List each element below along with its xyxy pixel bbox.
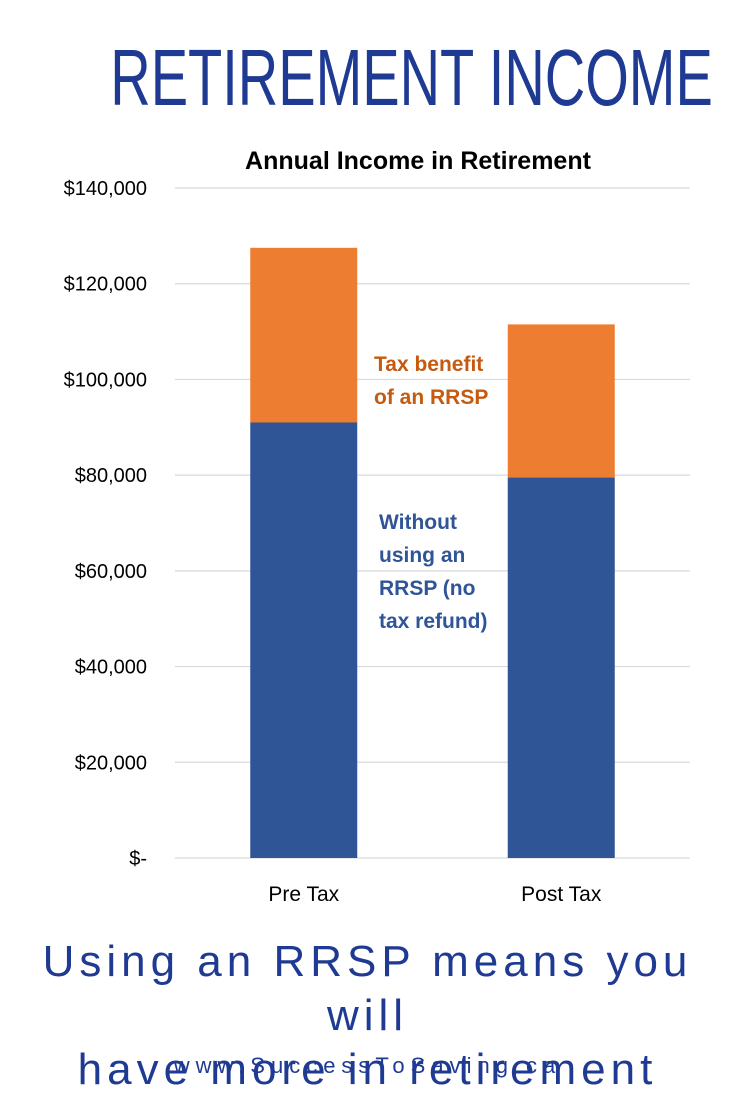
x-axis-tick-labels: Pre Tax Post Tax	[268, 883, 601, 906]
bar-without-rrsp	[250, 422, 358, 858]
annotation-without-rrsp-line: using an	[379, 544, 465, 567]
annotation-without-rrsp-line: RRSP (no	[379, 577, 475, 600]
y-tick-label: $20,000	[75, 752, 147, 774]
x-tick-label: Post Tax	[521, 883, 602, 906]
annotations: Tax benefit of an RRSP Without using an RRSP…	[374, 353, 488, 633]
y-tick-label: $80,000	[75, 465, 147, 487]
y-tick-label: $60,000	[75, 561, 147, 583]
tagline-line-1: Using an RRSP means you will	[42, 937, 693, 1040]
bar-tax-benefit	[507, 324, 615, 478]
annotation-tax-benefit-line: Tax benefit	[374, 353, 483, 376]
annotation-tax-benefit-line: of an RRSP	[374, 386, 488, 409]
page-headline: RETIREMENT INCOME	[110, 33, 713, 122]
website-url: www.SuccessToSaving.ca	[173, 1053, 562, 1078]
y-tick-label: $100,000	[64, 369, 147, 391]
y-tick-label: $140,000	[64, 178, 147, 200]
y-tick-label: $120,000	[64, 274, 147, 296]
annotation-without-rrsp-line: Without	[379, 511, 457, 534]
y-tick-label: $40,000	[75, 657, 147, 679]
annotation-without-rrsp-line: tax refund)	[379, 610, 488, 633]
tagline-line-2: have more in retirement	[77, 1045, 658, 1094]
x-tick-label: Pre Tax	[268, 883, 339, 906]
bar-tax-benefit	[250, 247, 358, 423]
bars	[250, 247, 615, 858]
y-axis-tick-labels: $- $20,000 $40,000 $60,000 $80,000 $100,000 $1…	[64, 178, 147, 870]
bar-without-rrsp	[507, 477, 615, 858]
annual-income-chart: Annual Income in Retirement $- $20,000 $40…	[64, 147, 690, 906]
chart-title: Annual Income in Retirement	[245, 147, 592, 175]
tagline: Using an RRSP means you will have more i…	[0, 935, 735, 1097]
y-tick-label: $-	[129, 848, 147, 870]
